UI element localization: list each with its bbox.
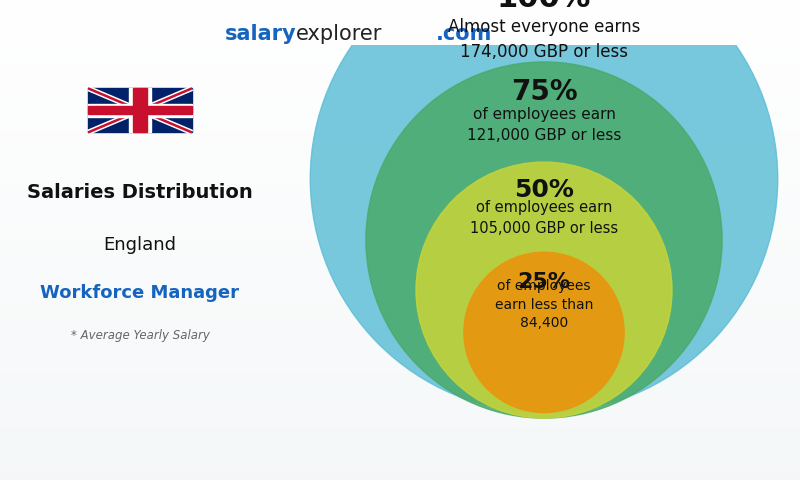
Text: Salaries Distribution: Salaries Distribution xyxy=(27,182,253,202)
Text: of employees earn
105,000 GBP or less: of employees earn 105,000 GBP or less xyxy=(470,200,618,236)
Bar xyxy=(88,88,192,132)
Circle shape xyxy=(416,162,672,418)
Bar xyxy=(133,88,147,132)
Text: 25%: 25% xyxy=(518,272,570,292)
Text: Workforce Manager: Workforce Manager xyxy=(41,284,239,302)
Text: of employees earn
121,000 GBP or less: of employees earn 121,000 GBP or less xyxy=(467,108,621,144)
Text: Almost everyone earns
174,000 GBP or less: Almost everyone earns 174,000 GBP or les… xyxy=(448,18,640,61)
Circle shape xyxy=(464,252,624,412)
Bar xyxy=(88,107,192,114)
Text: of employees
earn less than
84,400: of employees earn less than 84,400 xyxy=(495,279,593,330)
Circle shape xyxy=(366,62,722,418)
Text: * Average Yearly Salary: * Average Yearly Salary xyxy=(70,329,210,343)
Text: 100%: 100% xyxy=(497,0,591,13)
Text: .com: .com xyxy=(436,24,492,44)
Text: England: England xyxy=(103,236,177,254)
Text: explorer: explorer xyxy=(296,24,382,44)
Text: salary: salary xyxy=(224,24,296,44)
Bar xyxy=(88,104,192,117)
Circle shape xyxy=(310,0,778,412)
Bar xyxy=(129,88,151,132)
Text: 75%: 75% xyxy=(510,78,578,106)
Text: 50%: 50% xyxy=(514,178,574,202)
